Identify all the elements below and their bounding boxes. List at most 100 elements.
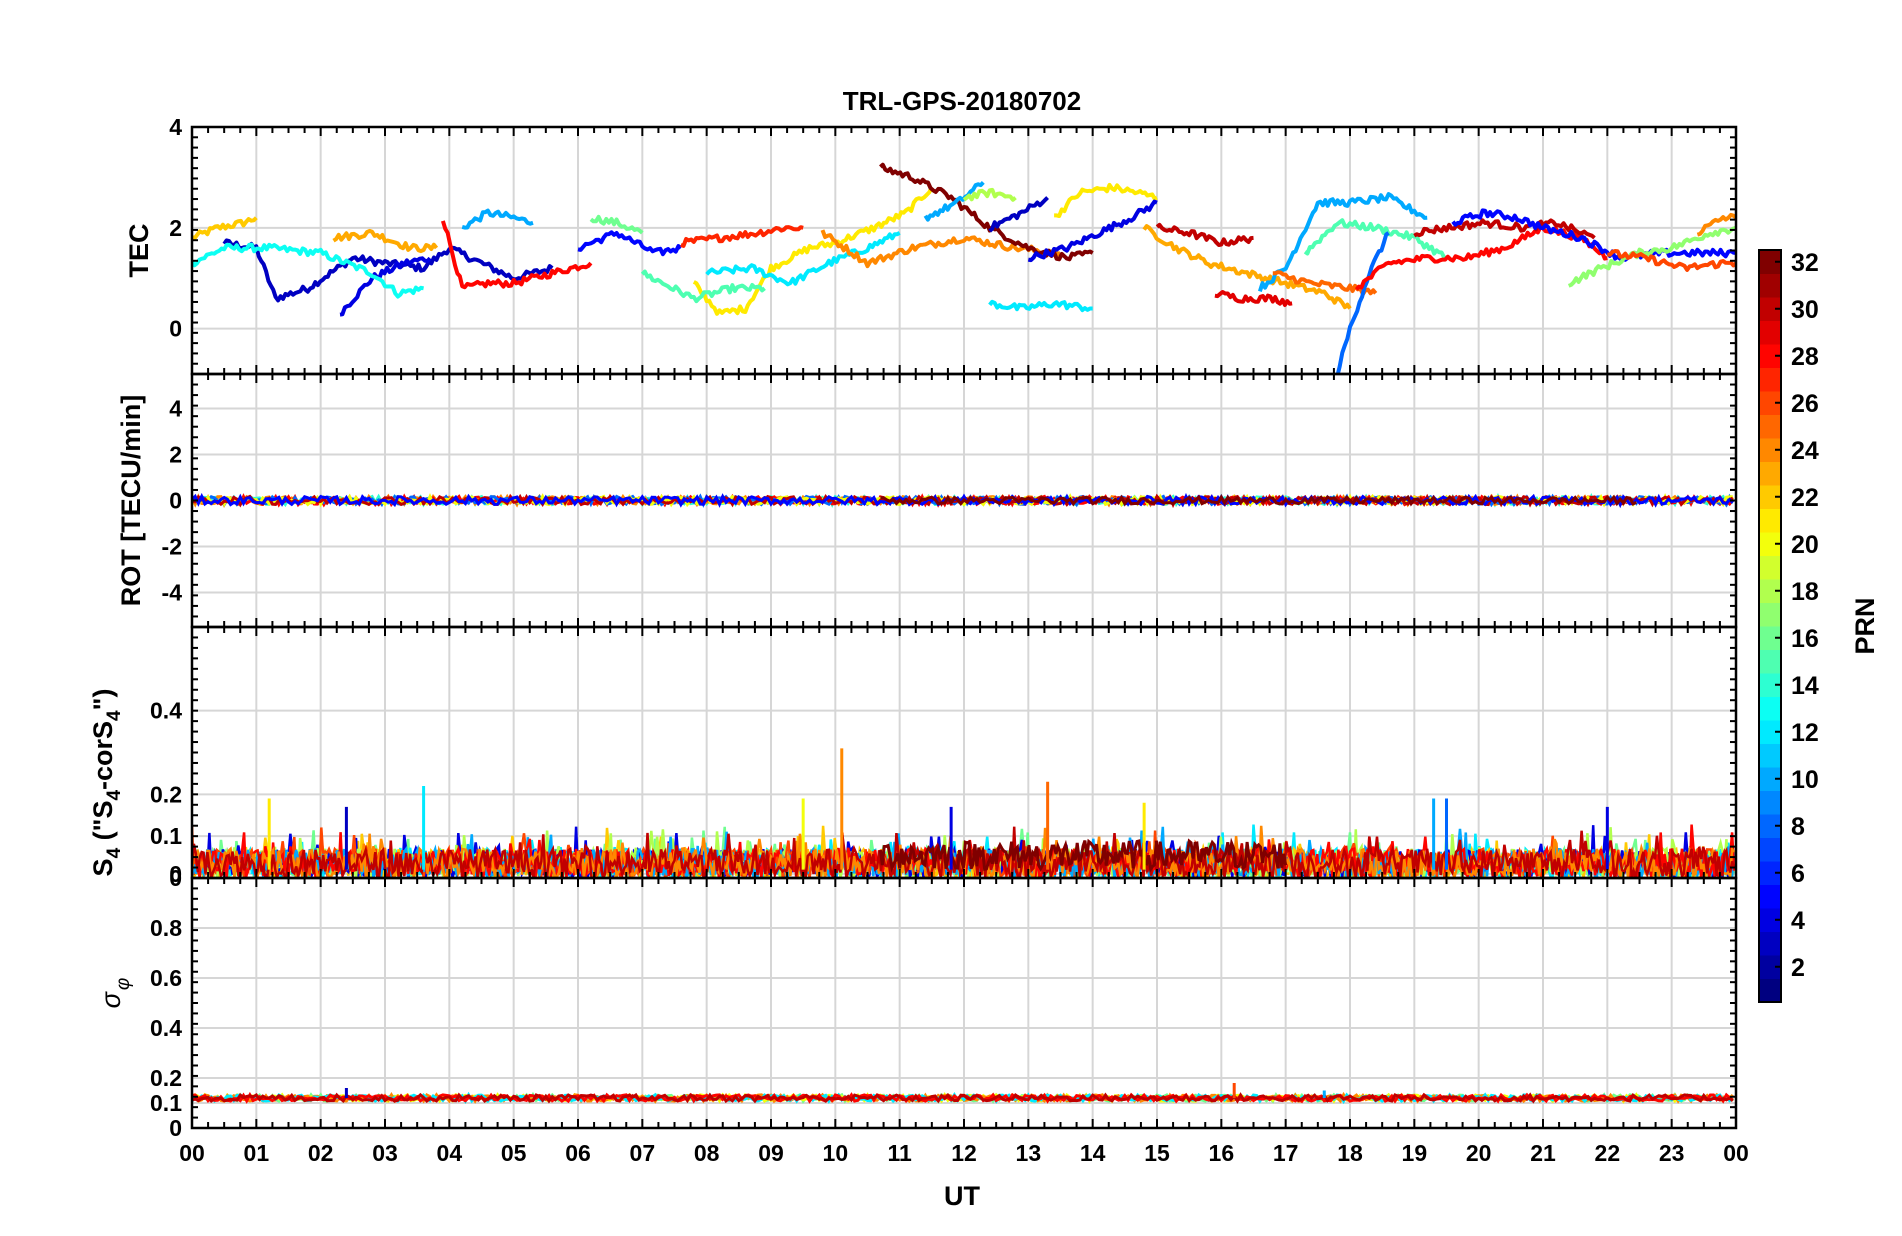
colorbar-tick-label: 14	[1791, 672, 1819, 700]
ytick-label: 0.1	[150, 1090, 182, 1116]
tec-series-prn-3	[222, 238, 554, 303]
tec-series-prn-24	[820, 229, 1062, 269]
colorbar-segment	[1759, 461, 1781, 486]
tec-series-prn-23	[1142, 224, 1352, 310]
y-axis-label: TEC	[124, 224, 154, 278]
colorbar-segment	[1759, 485, 1781, 509]
colorbar-segment	[1759, 743, 1781, 768]
tec-series-prn-4	[1027, 199, 1158, 263]
colorbar-segment	[1759, 884, 1781, 909]
xtick-label: 06	[565, 1140, 591, 1166]
y-axis-label: S4 ("S4-corS4")	[88, 689, 125, 877]
ticks-sigma_phi	[191, 877, 1737, 1129]
xtick-label: 17	[1273, 1140, 1299, 1166]
xtick-label: 15	[1144, 1140, 1170, 1166]
tec-series-prn-5	[577, 230, 683, 257]
xtick-label: 11	[888, 1140, 913, 1166]
ytick-label: 0	[169, 488, 182, 514]
xtick-label: 20	[1466, 1140, 1492, 1166]
colorbar-tick-label: 20	[1791, 531, 1819, 559]
tec-series-prn-4	[339, 256, 432, 317]
y-label-part: ("S	[88, 801, 118, 848]
ytick-label: 0	[169, 865, 182, 891]
colorbar-segment	[1759, 602, 1781, 627]
xtick-label: 00	[179, 1140, 205, 1166]
ytick-label: 0.2	[150, 1065, 182, 1091]
tec-series-prn-10	[1257, 192, 1428, 292]
colorbar-segment	[1759, 391, 1781, 415]
y-axis-label: σφ	[96, 978, 134, 1009]
ytick-label: 4	[169, 114, 182, 140]
figure-title: TRL-GPS-20180702	[843, 86, 1081, 116]
colorbar-segment	[1759, 250, 1781, 274]
colorbar-tick-label: 24	[1791, 437, 1819, 465]
tec-series-prn-32	[879, 162, 1094, 262]
colorbar-segment	[1759, 320, 1781, 345]
colorbar-tick-label: 10	[1791, 766, 1819, 794]
tec-series-prn-28	[440, 220, 593, 290]
y-label-sigma: σ	[96, 990, 126, 1008]
tec-series-prn-12	[705, 231, 901, 287]
colorbar-tick-label: 12	[1791, 719, 1819, 747]
xtick-label: 12	[951, 1140, 977, 1166]
xtick-label: 09	[758, 1140, 784, 1166]
panel-s4: 000.10.20.4S4 ("S4-corS4")	[88, 625, 1738, 891]
ytick-label: 2	[169, 215, 182, 241]
tec-series-prn-10	[923, 181, 985, 222]
tec-series-prn-27	[680, 225, 804, 248]
ytick-label: 0.2	[150, 781, 182, 807]
tec-series-prn-13	[192, 242, 424, 299]
s4-series-prn-32	[878, 837, 1288, 874]
colorbar-tick-label: 28	[1791, 343, 1819, 371]
colorbar-segment	[1759, 696, 1781, 721]
ytick-label: 4	[169, 396, 182, 422]
colorbar-segment	[1759, 555, 1781, 580]
tec-series-prn-12	[988, 299, 1093, 313]
xtick-label: 00	[1723, 1140, 1749, 1166]
colorbar-frame	[1758, 249, 1782, 1003]
tec-series-prn-15	[1303, 218, 1448, 260]
tec-series-prn-24	[1696, 212, 1736, 237]
colorbar-tick-label: 18	[1791, 578, 1819, 606]
tec-series-prn-21	[1054, 182, 1158, 218]
tec-series-prn-21	[692, 186, 934, 316]
ytick-label: -2	[162, 534, 182, 560]
tec-series-prn-18	[962, 187, 1017, 202]
colorbar-tick-label: 6	[1791, 860, 1805, 888]
series-sigma_phi	[192, 1083, 1734, 1105]
colorbar-tick-label: 32	[1791, 249, 1819, 277]
grid-sigma_phi	[191, 878, 1737, 1129]
colorbar-segment	[1759, 579, 1781, 603]
tec-series-prn-30	[1155, 222, 1254, 247]
colorbar-tick-label: 2	[1791, 954, 1805, 982]
xtick-label: 18	[1337, 1140, 1363, 1166]
ytick-label: 0	[169, 1115, 182, 1141]
colorbar-segment	[1759, 344, 1781, 368]
xtick-label: 04	[437, 1140, 463, 1166]
colorbar-tick-label: 16	[1791, 625, 1819, 653]
xtick-label: 05	[501, 1140, 527, 1166]
colorbar-segment	[1759, 908, 1781, 932]
colorbar-segment	[1759, 955, 1781, 979]
tec-series-prn-30	[1413, 218, 1596, 240]
y-label-part: ")	[88, 689, 118, 711]
xtick-label: 10	[823, 1140, 849, 1166]
y-axis-label: ROT [TECU/min]	[116, 395, 146, 606]
colorbar-segment	[1759, 720, 1781, 744]
y-label-part: 4	[104, 847, 125, 858]
colorbar-segment	[1759, 790, 1781, 815]
panel-sigma_phi: 00.10.2 0.4 0.6 0.8 σφ 00 01 02 03 04 05 06 07 08 09 10…	[96, 876, 1749, 1166]
xtick-label: 08	[694, 1140, 720, 1166]
y-label-part: 4	[104, 710, 125, 721]
tec-series-prn-17	[1567, 225, 1736, 288]
y-label-part: S	[88, 858, 118, 876]
colorbar-segment	[1759, 438, 1781, 462]
colorbar-label: PRN	[1850, 597, 1880, 654]
colorbar-segment	[1759, 414, 1781, 439]
series-rot	[192, 492, 1735, 509]
tec-series-prn-26	[1607, 249, 1736, 272]
ytick-label: 0.6	[150, 965, 182, 991]
panel-rot: -4 -2 0 2 4 ROT [TECU/min]	[116, 372, 1738, 629]
colorbar-segment	[1759, 626, 1781, 650]
